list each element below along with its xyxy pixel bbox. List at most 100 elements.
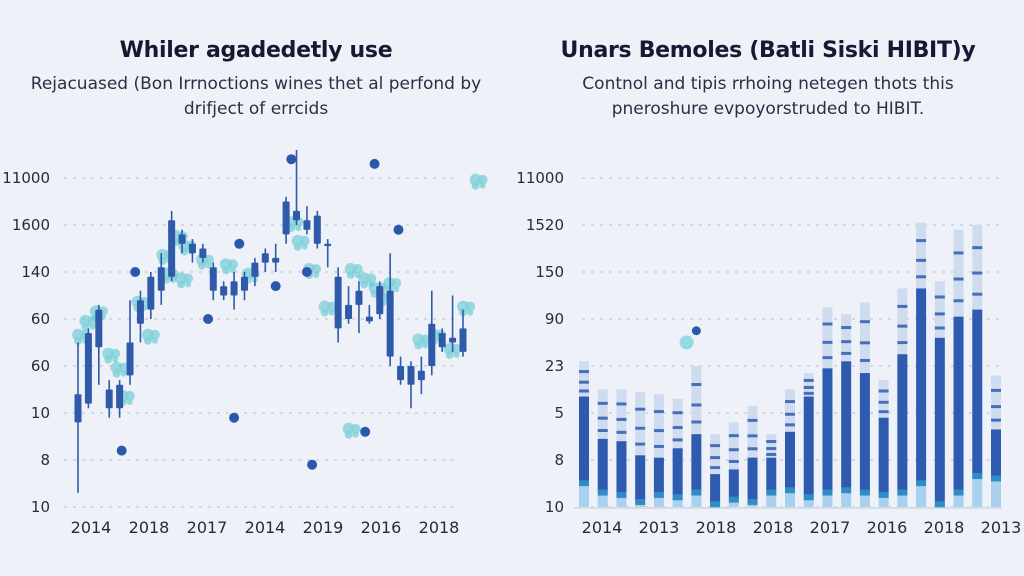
x-tick-label: 2018: [129, 518, 170, 537]
bar-band: [991, 475, 1001, 482]
bar-stripe: [766, 440, 777, 444]
bar-stripe: [728, 434, 739, 438]
scatter-point-dark: [229, 412, 240, 423]
bar-band: [672, 494, 683, 501]
scatter-blob: [420, 334, 431, 345]
bar-segment-main: [597, 438, 608, 491]
bar-segment-base: [785, 488, 795, 507]
candle-body: [136, 300, 144, 324]
scatter-point-dark: [116, 445, 127, 456]
left-chart-title: Whiler agadedetly use: [119, 38, 393, 63]
bar-segment-base: [597, 490, 608, 507]
candle: [209, 262, 217, 301]
candle-body: [272, 257, 280, 263]
scatter-point-light: [102, 347, 121, 364]
candle: [147, 272, 155, 319]
bar-segment-base: [653, 492, 664, 507]
candle: [386, 253, 394, 366]
bar-segment-top: [953, 229, 964, 317]
bar-segment-top: [579, 361, 589, 397]
bar-stripe: [616, 402, 627, 406]
right-chart-title: Unars Bemoles (Batli Siski HIBIT)y: [560, 38, 976, 63]
bar-segment-base: [859, 490, 870, 507]
bar-segment-top: [785, 389, 795, 432]
bar-stripe: [972, 292, 983, 296]
bar-segment-main: [747, 457, 758, 500]
scatter-blob: [110, 348, 121, 359]
bar-stripe: [822, 356, 833, 360]
candle: [282, 196, 290, 244]
stacked-bar: [878, 380, 889, 507]
bar-stripe: [653, 429, 664, 433]
candle: [365, 304, 373, 324]
scatter-point-light: [110, 361, 129, 378]
scatter-blob: [346, 271, 355, 279]
bar-stripe: [785, 412, 795, 416]
bar-band: [803, 494, 814, 501]
bar-stripe: [916, 275, 927, 279]
bar-stripe: [972, 271, 983, 275]
bar-stripe: [710, 444, 721, 448]
left-chart-subtitle: Rejacuased (Bon Irrnoctions wines thet a…: [30, 74, 482, 119]
stacked-bar: [672, 398, 683, 507]
bar-stripe: [897, 304, 908, 308]
scatter-blob: [81, 322, 90, 331]
scatter-blob: [467, 309, 474, 316]
scatter-blob: [205, 262, 212, 269]
candle-body: [282, 201, 290, 235]
stacked-bar: [635, 391, 646, 507]
x-tick-label: 2019: [303, 518, 344, 537]
bar-stripe: [822, 340, 833, 344]
candle: [261, 248, 269, 272]
candle: [428, 290, 436, 376]
scatter-blob: [203, 254, 214, 265]
scatter-blob: [344, 430, 353, 439]
scatter-point-dark: [691, 326, 701, 336]
scatter-blob: [350, 423, 361, 434]
bar-segment-main: [579, 396, 589, 482]
candle-body: [116, 384, 124, 409]
candle-body: [428, 323, 436, 366]
bar-band: [785, 487, 795, 494]
bar-segment-top: [803, 373, 814, 397]
candle-body: [168, 220, 176, 277]
scatter-blob: [326, 301, 337, 312]
bar-stripe: [972, 246, 983, 250]
candle-body: [147, 276, 155, 310]
bar-stripe: [672, 411, 683, 415]
bar-segment-top: [878, 380, 889, 418]
candle: [345, 286, 353, 324]
scatter-blob: [299, 235, 310, 246]
scatter-blob: [229, 267, 236, 274]
candle: [272, 243, 280, 272]
bar-band: [747, 498, 758, 505]
scatter-point-light: [457, 300, 476, 317]
candle: [188, 239, 196, 263]
bar-band: [934, 501, 945, 508]
bar-segment-main: [822, 368, 833, 491]
scatter-blob: [149, 329, 160, 340]
stacked-bar: [747, 405, 758, 507]
bar-segment-main: [972, 309, 983, 475]
bar-stripe: [878, 400, 889, 404]
candle: [251, 257, 259, 287]
bar-band: [972, 473, 983, 480]
stacked-bar: [579, 361, 589, 507]
bar-stripe: [579, 380, 589, 384]
scatter-blob: [177, 280, 186, 289]
bar-segment-top: [841, 314, 852, 362]
x-tick-label: 2013: [639, 518, 680, 537]
bar-segment-top: [672, 398, 683, 449]
candle: [178, 229, 186, 254]
bar-segment-base: [691, 490, 702, 507]
bar-stripe: [803, 378, 814, 382]
scatter-blob: [104, 355, 113, 364]
x-tick-label: 2018: [924, 518, 965, 537]
candle: [230, 272, 238, 310]
scatter-blob: [295, 225, 302, 231]
bar-stripe: [747, 447, 758, 451]
bar-segment-top: [635, 391, 646, 456]
bar-stripe: [916, 239, 927, 243]
scatter-point-dark: [301, 267, 312, 277]
bar-stripe: [579, 370, 589, 374]
